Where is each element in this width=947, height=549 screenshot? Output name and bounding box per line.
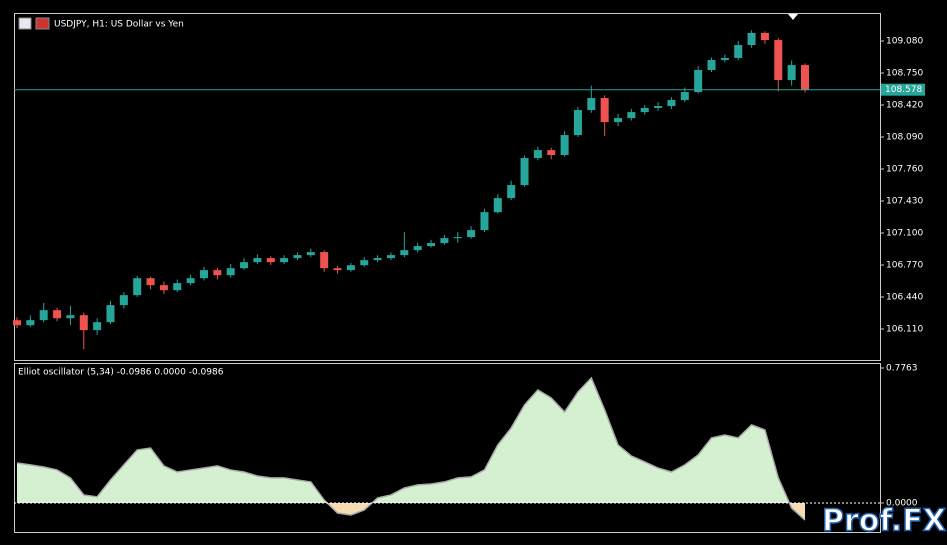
candle-body	[547, 150, 556, 156]
icon	[18, 17, 32, 30]
candle-body	[386, 255, 395, 259]
candle-body	[226, 268, 235, 276]
candle-body	[199, 270, 208, 279]
indicator-title: Elliot oscillator (5,34) -0.0986 0.0000 …	[18, 368, 224, 378]
candle-body	[640, 108, 649, 113]
flag-icon	[35, 17, 50, 30]
candle-body	[12, 320, 22, 326]
candle-body	[507, 185, 516, 199]
candle-body	[600, 98, 609, 123]
candle-body	[360, 260, 369, 266]
candle-body	[106, 305, 115, 323]
y-tick-label: 108.420	[886, 101, 923, 111]
candle-body	[133, 278, 142, 296]
candle-body	[373, 258, 382, 261]
candle-body	[173, 283, 182, 291]
y-tick-label: 0.0000	[886, 498, 918, 508]
candle-body	[53, 310, 62, 319]
y-tick-label: 0.7763	[886, 363, 918, 373]
candle-body	[293, 255, 302, 259]
candle-body	[346, 265, 355, 271]
candle-body	[493, 198, 502, 213]
candle-body	[467, 230, 476, 238]
candle-body	[614, 118, 623, 123]
candle-body	[734, 44, 743, 58]
candle-body	[400, 250, 409, 256]
shift-marker	[788, 14, 798, 20]
candle-body	[707, 60, 716, 71]
y-tick-label: 108.750	[886, 69, 923, 79]
candle-body	[720, 57, 729, 61]
candle-body	[560, 135, 569, 156]
candle-body	[694, 70, 703, 93]
candle-body	[280, 258, 289, 263]
candle-body	[427, 243, 436, 247]
candle-body	[760, 32, 769, 41]
candle-body	[787, 65, 796, 80]
candle-body	[159, 285, 168, 291]
plot: 109.080 108.750 108.420 108.090 107.760 107.4…	[12, 30, 925, 521]
main-panel-frame	[14, 13, 881, 361]
candle-body	[306, 252, 315, 256]
oscillator-line	[16, 376, 806, 521]
current-price-label: 108.578	[885, 85, 922, 95]
candle-body	[587, 98, 596, 111]
candle-body	[186, 278, 195, 284]
candle-body	[93, 322, 102, 331]
y-tick-label: 106.110	[886, 324, 923, 334]
y-tick-label: 107.760	[886, 164, 923, 174]
candle-body	[39, 310, 48, 321]
candle-body	[333, 268, 342, 271]
candle-body	[440, 238, 449, 244]
candle-body	[800, 65, 810, 91]
candle-body	[654, 106, 663, 109]
y-tick-label: 106.770	[886, 260, 923, 270]
oscillator-panel-frame	[14, 363, 881, 533]
current-price-box	[881, 83, 925, 96]
candle-body	[119, 295, 128, 306]
y-tick-label: 106.440	[886, 292, 923, 302]
candle-body	[480, 212, 489, 231]
y-tick-label: 108.090	[886, 133, 923, 143]
candle-body	[774, 40, 783, 80]
candle-body	[26, 320, 35, 326]
candle-body	[680, 92, 689, 101]
candle-body	[627, 112, 636, 119]
candle-body	[453, 237, 462, 239]
candle-body	[573, 110, 582, 136]
candle-body	[213, 270, 222, 276]
candle-body	[66, 315, 75, 319]
oscillator-area-positive	[17, 377, 790, 503]
candle-body	[146, 278, 155, 286]
candle-body	[253, 258, 262, 263]
y-tick-label: 107.430	[886, 196, 923, 206]
candle-body	[266, 258, 275, 263]
watermark: Prof.FX	[822, 504, 946, 539]
candle-body	[520, 158, 529, 186]
candle-body	[747, 32, 756, 45]
candle-body	[320, 252, 329, 269]
candle-body	[413, 246, 422, 251]
y-tick-label: 109.080	[886, 37, 923, 47]
y-tick-label: 107.100	[886, 228, 923, 238]
chart-title: USDJPY, H1: US Dollar vs Yen	[54, 20, 184, 30]
candle-body	[240, 262, 249, 269]
candle-body	[667, 100, 676, 107]
candle-body	[79, 315, 88, 331]
candle-body	[533, 150, 542, 159]
